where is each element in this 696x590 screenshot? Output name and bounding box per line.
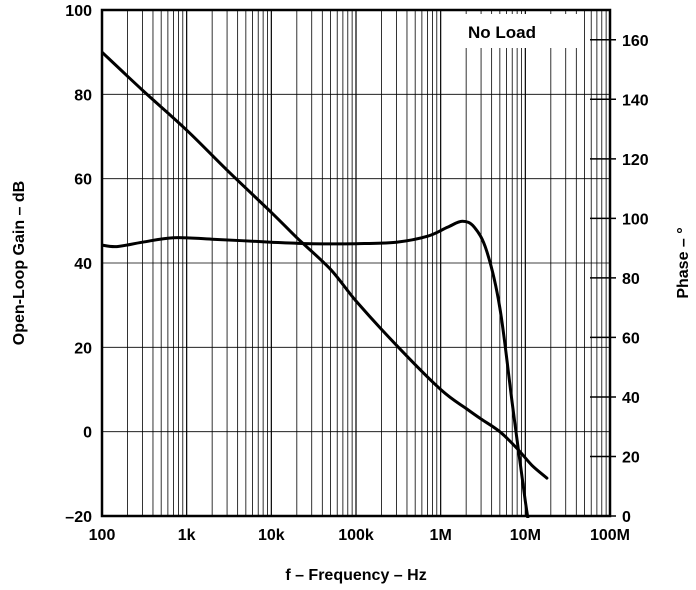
y-left-tick-label: 60 [74,172,92,189]
y-right-tick-label: 160 [622,33,649,50]
y-right-tick-label: 120 [622,152,649,169]
phase-curve [102,219,530,518]
y-axis-left-title: Open-Loop Gain – dB [11,181,28,345]
y-right-tick-label: 60 [622,330,640,347]
y-left-tick-label: 40 [74,256,92,273]
y-left-tick-labels: –20 0 20 40 60 80 100 [65,3,92,526]
y-right-tick-label: 80 [622,271,640,288]
plot-frame [100,8,612,518]
y-left-tick-label: 80 [74,87,92,104]
y-right-tick-label: 40 [622,390,640,407]
x-tick-labels: 100 1k 10k 100k 1M 10M 100M [89,527,630,544]
x-tick-label: 100M [590,527,630,544]
y-left-tick-label: 0 [83,425,92,442]
curves [102,50,549,518]
x-tick-label: 100 [89,527,116,544]
annotation-box: No Load [448,14,578,48]
y-right-tick-label: 20 [622,449,640,466]
x-tick-label: 10M [510,527,541,544]
y-right-tick-labels: 0 20 40 60 80 100 120 140 160 [622,33,649,526]
y-left-tick-label: 100 [65,3,92,20]
x-tick-label: 100k [338,527,374,544]
grid [102,10,616,517]
y-right-tick-label: 100 [622,211,649,228]
y-right-tick-label: 0 [622,509,631,526]
gain-curve [102,50,549,480]
x-tick-label: 1k [178,527,196,544]
y-axis-right-title: Phase – ° [675,227,692,298]
y-left-tick-label: 20 [74,340,92,357]
y-left-tick-label: –20 [65,509,92,526]
x-axis-title: f – Frequency – Hz [285,567,426,584]
x-tick-label: 10k [258,527,285,544]
y-right-tick-label: 140 [622,92,649,109]
x-tick-label: 1M [430,527,452,544]
annotation-background [448,14,578,48]
annotation-no-load: No Load [468,23,536,42]
